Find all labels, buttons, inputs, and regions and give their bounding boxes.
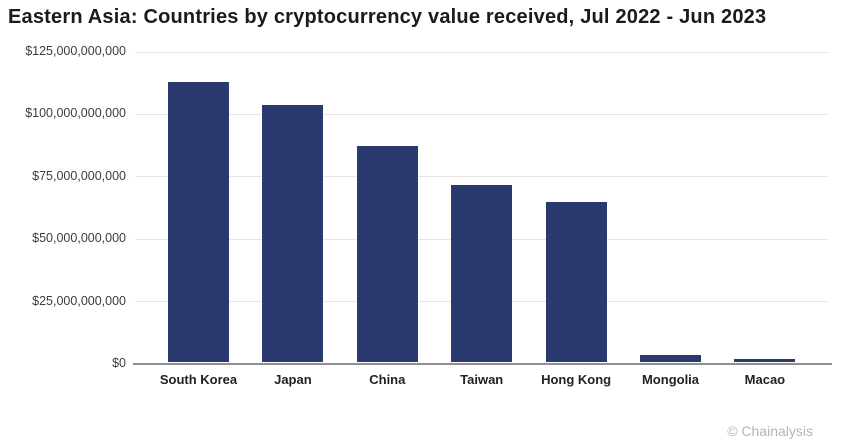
x-tick-label-macao: Macao [744,372,786,387]
bar-china [356,146,418,362]
x-axis-line [133,363,832,365]
y-tick-label-75000000000: $75,000,000,000 [32,168,126,183]
x-tick-label-hong-kong: Hong Kong [541,372,612,387]
bar-mongolia [640,354,701,362]
chart-title: Eastern Asia: Countries by cryptocurrenc… [8,6,767,28]
bar-taiwan [451,184,513,362]
y-tick-label-25000000000: $25,000,000,000 [32,293,126,308]
plot-area [133,51,832,365]
y-tick-label-100000000000: $100,000,000,000 [25,106,126,121]
bar-south-korea [168,82,229,362]
y-tick-label-125000000000: $125,000,000,000 [25,44,126,58]
y-tick-label-50000000000: $50,000,000,000 [32,231,126,246]
bar-hong-kong [545,202,607,362]
x-tick-label-china: China [369,372,406,387]
y-gridline-125000000000 [135,51,828,53]
bar-macao [734,358,796,362]
y-tick-label-0: $0 [112,356,126,370]
x-tick-label-japan: Japan [274,372,312,387]
x-tick-label-taiwan: Taiwan [460,372,504,387]
y-gridline-75000000000 [135,176,828,178]
y-gridline-100000000000 [135,113,828,115]
chainalysis-attribution: © Chainalysis [727,423,813,439]
x-tick-label-south-korea: South Korea [159,372,238,387]
x-tick-label-mongolia: Mongolia [641,372,700,387]
bar-japan [262,104,324,362]
